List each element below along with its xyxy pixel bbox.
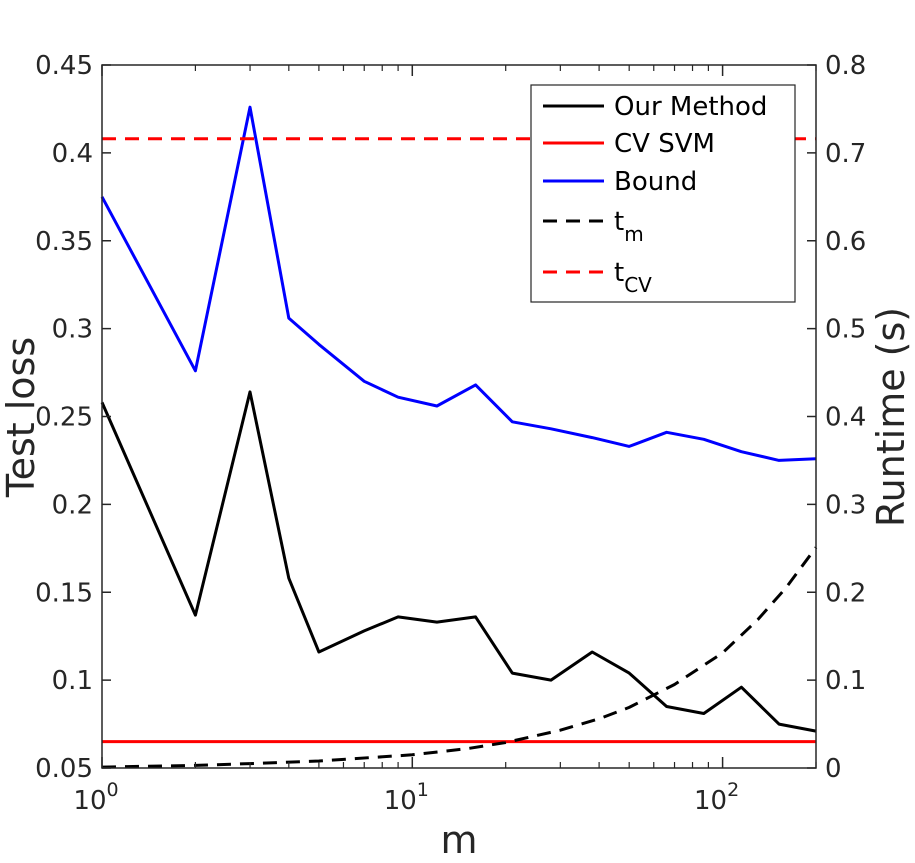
legend-entry-main: Bound — [614, 167, 697, 197]
x-tick-base: 10 — [73, 786, 106, 816]
legend-entry-4: tm — [614, 207, 644, 246]
x-tick-exponent: 2 — [727, 779, 739, 801]
legend-entry-main: CV SVM — [614, 129, 715, 159]
y2-tick-label: 0 — [825, 754, 842, 784]
y-tick-label: 0.25 — [35, 403, 93, 433]
x-tick-base: 10 — [694, 786, 727, 816]
y2-tick-label: 0.2 — [825, 578, 866, 608]
legend-box — [530, 84, 796, 303]
legend-entry-subscript: CV — [624, 273, 652, 297]
y-tick-label: 0.3 — [52, 315, 93, 345]
y-tick-label: 0.1 — [52, 666, 93, 696]
y2-tick-label: 0.8 — [825, 51, 866, 81]
x-tick-label: 101 — [384, 779, 429, 816]
y-tick-label: 0.15 — [35, 578, 93, 608]
series-layer — [100, 105, 818, 769]
y-tick-label: 0.35 — [35, 227, 93, 257]
legend-entry-main: t — [614, 207, 624, 237]
y-tick-label: 0.4 — [52, 139, 93, 169]
legend-entry-main: Our Method — [614, 92, 767, 122]
x-tick-label: 100 — [73, 779, 118, 816]
y-axis-label: Test loss — [0, 337, 43, 498]
legend-entry-5: tCV — [614, 258, 652, 297]
x-tick-exponent: 0 — [107, 779, 119, 801]
y2-tick-label: 0.3 — [825, 490, 866, 520]
legend-entry-2: CV SVM — [614, 129, 715, 159]
y2-tick-label: 0.5 — [825, 315, 866, 345]
y2-tick-label: 0.6 — [825, 227, 866, 257]
x-tick-base: 10 — [384, 786, 417, 816]
legend-entry-1: Our Method — [614, 92, 767, 122]
y2-tick-label: 0.7 — [825, 139, 866, 169]
legend-entry-main: t — [614, 258, 624, 288]
x-tick-label: 102 — [694, 779, 739, 816]
series-line-3 — [100, 105, 817, 462]
x-axis-label: m — [440, 818, 477, 862]
y-tick-label: 0.45 — [35, 51, 93, 81]
x-tick-exponent: 1 — [417, 779, 429, 801]
y-tick-label: 0.2 — [52, 490, 93, 520]
legend-entry-3: Bound — [614, 167, 697, 197]
legend-entry-subscript: m — [624, 222, 643, 246]
y2-tick-label: 0.4 — [825, 403, 866, 433]
series-line-4 — [101, 546, 818, 769]
series-line-1 — [100, 390, 817, 733]
axes: 0.05 0.1 0.15 0.2 0.25 0.3 0.35 0.4 0.45 0 0.1 0.2 0… — [35, 51, 866, 816]
y-tick-label: 0.05 — [35, 754, 93, 784]
y2-tick-label: 0.1 — [825, 666, 866, 696]
y2-axis-label: Runtime (s) — [869, 307, 913, 527]
